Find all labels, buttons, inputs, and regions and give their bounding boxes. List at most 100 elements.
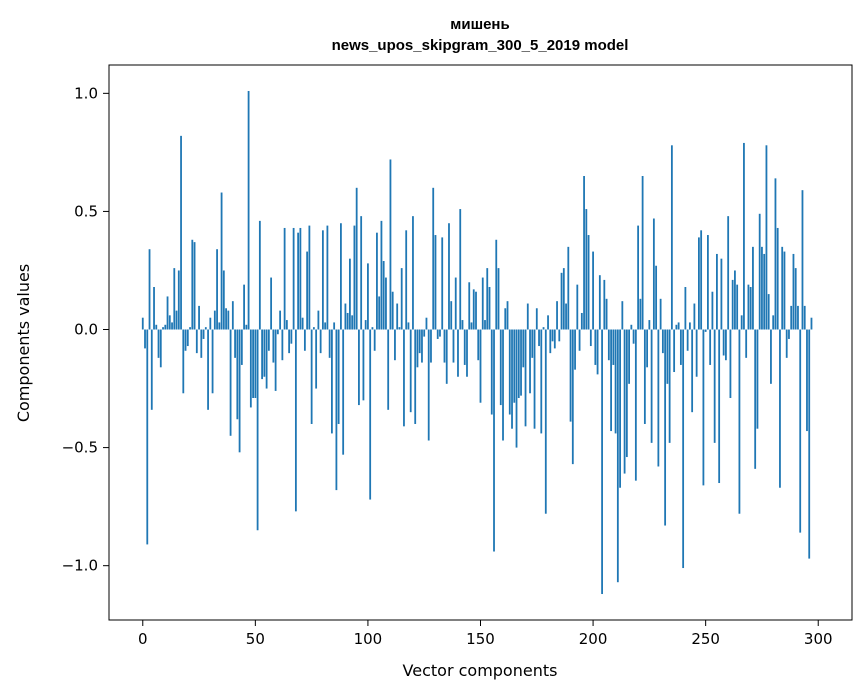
bar-159 xyxy=(499,329,502,406)
bar-116 xyxy=(403,329,405,427)
bar-54 xyxy=(263,329,266,377)
y-axis-label: Components values xyxy=(14,264,33,422)
bar-108 xyxy=(385,277,387,330)
bar-26 xyxy=(200,329,203,358)
bar-94 xyxy=(353,225,356,330)
bar-series xyxy=(141,90,813,595)
bar-30 xyxy=(209,317,212,330)
bar-244 xyxy=(691,329,694,413)
bar-101 xyxy=(369,329,372,500)
bar-36 xyxy=(222,270,225,330)
bar-215 xyxy=(625,329,628,458)
x-axis-label: Vector components xyxy=(403,661,558,680)
y-tick-label: −1.0 xyxy=(62,557,98,575)
bar-245 xyxy=(693,303,696,330)
bar-92 xyxy=(349,258,351,330)
bar-230 xyxy=(659,298,662,330)
bar-8 xyxy=(159,329,162,368)
bar-109 xyxy=(387,329,390,410)
bar-61 xyxy=(279,310,282,330)
bar-3 xyxy=(148,249,151,330)
bar-13 xyxy=(171,322,173,330)
bar-51 xyxy=(256,329,259,531)
x-tick-label: 150 xyxy=(466,630,495,648)
bar-63 xyxy=(283,227,286,330)
bar-10 xyxy=(164,324,167,330)
bar-153 xyxy=(486,268,489,330)
bar-225 xyxy=(648,320,651,330)
bar-9 xyxy=(162,327,164,330)
bar-264 xyxy=(736,284,739,330)
bar-38 xyxy=(227,310,230,330)
bar-60 xyxy=(276,329,279,335)
bar-158 xyxy=(497,268,500,330)
bar-96 xyxy=(358,329,360,406)
bar-277 xyxy=(765,145,768,330)
bar-200 xyxy=(592,251,594,330)
bar-174 xyxy=(533,329,536,429)
bar-120 xyxy=(412,216,414,330)
x-tick-label: 300 xyxy=(804,630,833,648)
bar-73 xyxy=(306,251,309,330)
bar-83 xyxy=(328,329,331,358)
bar-173 xyxy=(531,329,534,358)
bar-69 xyxy=(297,232,300,330)
bar-276 xyxy=(763,253,766,330)
bar-7 xyxy=(157,329,160,358)
bar-268 xyxy=(745,329,748,358)
bar-81 xyxy=(324,322,327,330)
bar-118 xyxy=(407,322,410,330)
bar-247 xyxy=(698,237,700,330)
bar-275 xyxy=(761,246,763,330)
bar-104 xyxy=(376,232,378,330)
bar-254 xyxy=(713,329,716,443)
bar-91 xyxy=(346,312,349,330)
bar-265 xyxy=(738,329,741,514)
bar-257 xyxy=(720,258,723,330)
bar-46 xyxy=(245,324,248,330)
bar-136 xyxy=(448,223,450,330)
bar-6 xyxy=(155,324,158,330)
bar-79 xyxy=(319,329,322,354)
bar-187 xyxy=(562,268,565,330)
bar-204 xyxy=(601,329,603,595)
bar-165 xyxy=(513,329,516,403)
bar-202 xyxy=(596,329,599,375)
bar-242 xyxy=(686,329,689,351)
bar-293 xyxy=(801,190,804,330)
x-tick-label: 0 xyxy=(138,630,148,648)
bar-243 xyxy=(688,322,691,330)
bar-297 xyxy=(810,317,813,330)
bar-48 xyxy=(249,329,252,408)
bar-177 xyxy=(540,329,543,434)
bar-261 xyxy=(729,329,732,398)
bar-222 xyxy=(641,176,644,330)
bar-185 xyxy=(558,329,561,342)
bar-183 xyxy=(553,329,556,349)
bar-125 xyxy=(423,329,426,337)
bar-135 xyxy=(445,329,448,384)
bar-14 xyxy=(173,268,176,330)
bar-122 xyxy=(416,329,419,368)
bar-294 xyxy=(803,305,806,330)
bar-99 xyxy=(364,320,367,330)
bar-198 xyxy=(587,235,590,330)
bar-29 xyxy=(207,329,209,410)
bar-241 xyxy=(684,287,687,330)
bar-2 xyxy=(146,329,149,545)
bar-127 xyxy=(427,329,430,441)
bar-184 xyxy=(556,301,558,330)
bar-106 xyxy=(380,220,383,330)
bar-259 xyxy=(725,329,727,361)
bar-197 xyxy=(585,209,588,330)
bar-188 xyxy=(565,303,567,330)
bar-199 xyxy=(589,329,592,347)
bar-210 xyxy=(614,329,617,434)
bar-67 xyxy=(292,227,295,330)
bar-154 xyxy=(488,287,491,330)
bar-283 xyxy=(779,329,781,488)
bar-212 xyxy=(619,329,621,488)
bar-269 xyxy=(747,284,750,330)
bar-232 xyxy=(664,329,667,526)
